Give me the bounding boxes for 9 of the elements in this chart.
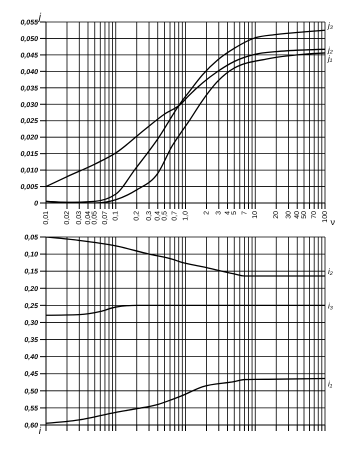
series-label: i₃ xyxy=(328,301,333,310)
y-axis-title: j xyxy=(36,12,42,24)
series-label: i₁ xyxy=(328,380,333,389)
series-label: i₂ xyxy=(328,266,333,276)
series-label: j₂ xyxy=(327,45,333,54)
x-axis-title: ν xyxy=(330,217,336,227)
series-label: j₁ xyxy=(327,54,333,63)
series-label: j₃ xyxy=(327,21,333,30)
y-axis-title: i xyxy=(38,426,42,437)
